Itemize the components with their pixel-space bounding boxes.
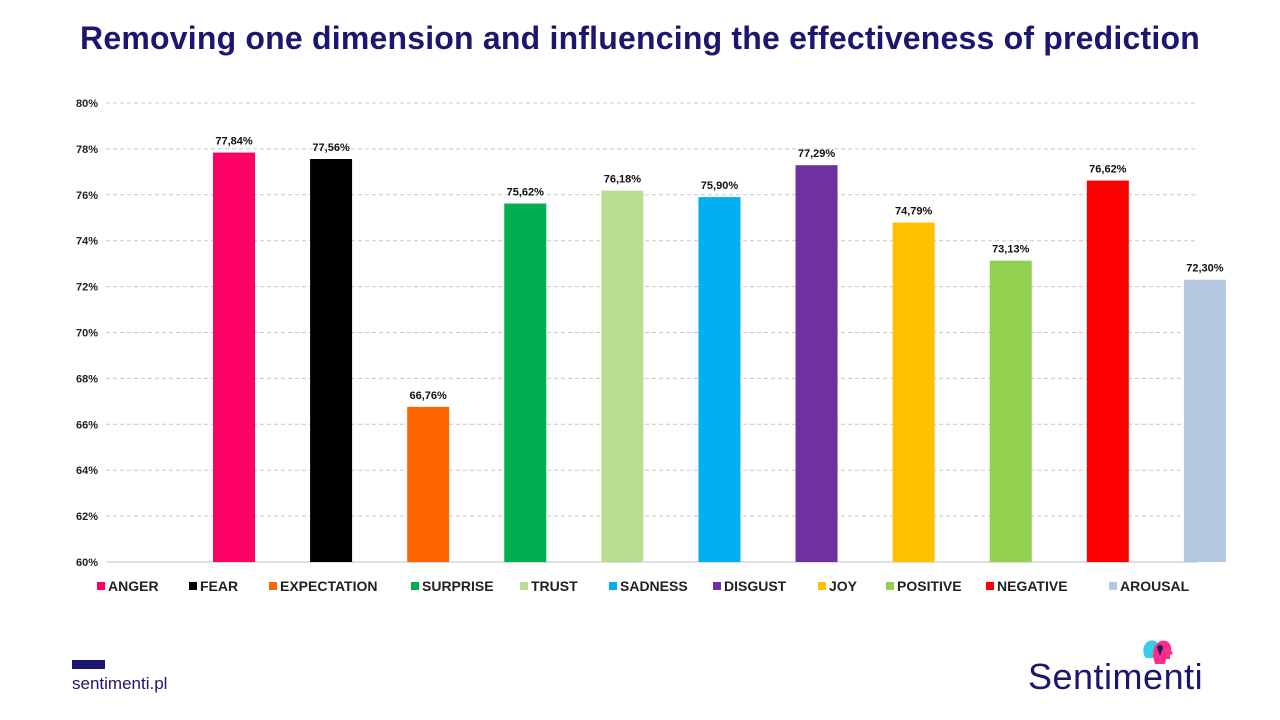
legend-label: FEAR — [200, 578, 238, 594]
legend-swatch — [411, 582, 419, 590]
legend: ANGER FEAR EXPECTATION SURPRISE TRUST SADNESS… — [97, 578, 1190, 594]
bar-joy — [892, 222, 935, 562]
y-tick-label: 68% — [76, 373, 98, 385]
y-tick-label: 74% — [76, 236, 98, 248]
legend-label: AROUSAL — [1120, 578, 1190, 594]
y-axis-labels: 60% 62% 64% 66% 68% 70% 72% 74% 76% 78% 80% — [76, 98, 98, 569]
legend-swatch — [189, 582, 197, 590]
y-tick-label: 80% — [76, 98, 98, 110]
bar-disgust — [795, 165, 838, 562]
data-label: 75,90% — [701, 180, 739, 192]
legend-swatch — [269, 582, 277, 590]
sentimenti-logo: Sentimenti — [1028, 634, 1218, 700]
legend-label: JOY — [829, 578, 858, 594]
footer-accent-bar — [72, 660, 105, 669]
data-label: 76,62% — [1089, 164, 1127, 176]
data-label: 76,18% — [604, 174, 642, 186]
y-tick-label: 64% — [76, 465, 98, 477]
bar-chart: 60% 62% 64% 66% 68% 70% 72% 74% 76% 78% 80% 77,84%… — [76, 98, 1226, 594]
data-label: 75,62% — [507, 187, 545, 199]
bar-negative — [1086, 180, 1129, 563]
data-label: 74,79% — [895, 206, 933, 218]
bar-positive — [989, 260, 1032, 562]
legend-swatch — [886, 582, 894, 590]
legend-swatch — [609, 582, 617, 590]
data-label: 77,84% — [215, 136, 253, 148]
bar-arousal — [1183, 279, 1226, 562]
footer-website: sentimenti.pl — [72, 674, 168, 693]
data-label: 66,76% — [410, 390, 448, 402]
legend-label: DISGUST — [724, 578, 787, 594]
bar-anger — [213, 152, 255, 562]
legend-label: NEGATIVE — [997, 578, 1068, 594]
legend-swatch — [713, 582, 721, 590]
bars: 77,84% 77,56% 66,76% 75,62% 76,18% 75,90% 77,2… — [213, 136, 1226, 563]
y-tick-label: 66% — [76, 419, 98, 431]
y-tick-label: 76% — [76, 190, 98, 202]
legend-swatch — [520, 582, 528, 590]
y-tick-label: 70% — [76, 328, 98, 340]
legend-swatch — [1109, 582, 1117, 590]
bar-expectation — [407, 406, 450, 562]
legend-swatch — [986, 582, 994, 590]
y-tick-label: 62% — [76, 511, 98, 523]
legend-swatch — [97, 582, 105, 590]
chart-title: Removing one dimension and influencing t… — [80, 20, 1200, 56]
data-label: 72,30% — [1186, 263, 1224, 275]
logo-wordmark: Sentimenti — [1028, 656, 1204, 697]
y-tick-label: 78% — [76, 144, 98, 156]
legend-label: EXPECTATION — [280, 578, 378, 594]
legend-label: SURPRISE — [422, 578, 494, 594]
legend-label: ANGER — [108, 578, 159, 594]
bar-sadness — [698, 197, 741, 562]
y-tick-label: 72% — [76, 282, 98, 294]
bar-trust — [601, 190, 644, 562]
legend-label: TRUST — [531, 578, 578, 594]
legend-label: SADNESS — [620, 578, 688, 594]
data-label: 77,56% — [312, 142, 350, 154]
data-label: 77,29% — [798, 148, 836, 160]
bar-fear — [310, 158, 353, 563]
legend-label: POSITIVE — [897, 578, 962, 594]
y-tick-label: 60% — [76, 557, 98, 569]
bar-surprise — [504, 203, 547, 562]
heads-logo-icon — [1143, 640, 1173, 664]
legend-swatch — [818, 582, 826, 590]
data-label: 73,13% — [992, 244, 1030, 256]
gridlines — [106, 102, 1198, 563]
